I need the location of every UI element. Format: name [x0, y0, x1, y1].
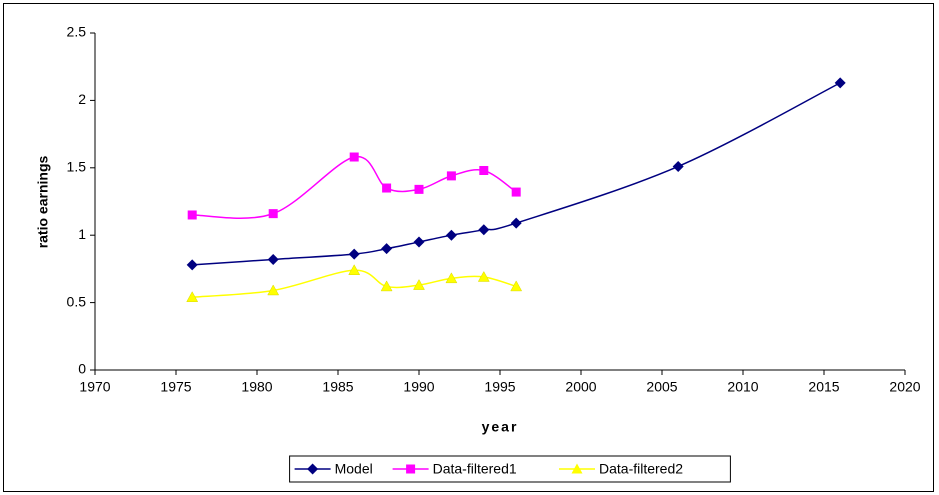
marker [413, 279, 425, 290]
x-tick-label: 1970 [79, 379, 110, 395]
y-tick-label: 2.5 [67, 24, 87, 40]
x-tick-label: 2005 [646, 379, 677, 395]
legend-label: Data-filtered2 [599, 461, 683, 477]
y-tick-label: 1 [78, 226, 86, 242]
marker [511, 187, 521, 197]
legend-box [289, 455, 731, 483]
marker [267, 284, 280, 296]
legend-label: Model [335, 461, 373, 477]
chart-frame [3, 3, 934, 492]
marker [445, 272, 458, 284]
marker [510, 217, 522, 229]
y-tick-label: 1.5 [67, 159, 87, 175]
x-tick-label: 1990 [403, 379, 434, 395]
x-tick-label: 1980 [241, 379, 272, 395]
x-tick-label: 2015 [808, 379, 839, 395]
marker [834, 77, 846, 89]
legend-marker [406, 464, 416, 474]
marker [348, 248, 360, 260]
marker [186, 259, 198, 271]
y-tick-label: 2 [78, 91, 86, 107]
marker [267, 253, 279, 265]
marker [380, 280, 393, 292]
marker [479, 165, 489, 175]
legend-marker [307, 463, 319, 475]
marker [413, 236, 425, 248]
legend-label: Data-filtered1 [433, 461, 517, 477]
x-tick-label: 1975 [160, 379, 191, 395]
marker [446, 171, 456, 181]
x-tick-label: 2020 [889, 379, 920, 395]
marker [477, 270, 490, 282]
legend: Model Data-filtered1 Data-filtered2 [289, 455, 731, 483]
marker [348, 264, 361, 275]
y-tick-label: 0 [78, 361, 86, 377]
marker [186, 291, 199, 302]
marker [478, 224, 490, 236]
marker [381, 243, 393, 255]
x-tick-label: 1995 [484, 379, 515, 395]
marker [187, 210, 197, 220]
marker [672, 160, 684, 172]
marker [414, 184, 424, 194]
marker [445, 229, 457, 241]
x-tick-label: 2010 [727, 379, 758, 395]
marker [382, 183, 392, 193]
x-tick-label: 1985 [322, 379, 353, 395]
marker [349, 152, 359, 162]
marker [510, 280, 523, 292]
marker [268, 209, 278, 219]
x-tick-label: 2000 [565, 379, 596, 395]
legend-marker [571, 463, 583, 474]
y-axis-label: ratio earnings [35, 156, 51, 249]
y-tick-label: 0.5 [67, 293, 87, 309]
x-axis-label: year [482, 419, 519, 435]
